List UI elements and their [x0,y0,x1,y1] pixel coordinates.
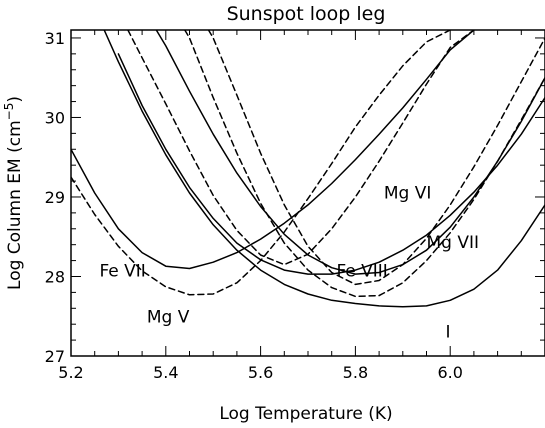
curve-layer [71,30,545,308]
chart-title: Sunspot loop leg [227,3,386,25]
curve-annotation-6: I [445,323,450,343]
solid-curve-1 [71,30,475,270]
x-axis-label: Log Temperature (K) [219,404,392,424]
dashed-curve-8 [207,30,545,286]
curve-annotation-1: Fe VII [99,261,145,281]
x-tick-label: 5.6 [248,363,273,382]
curve-annotation-4: Mg VI [384,184,432,204]
curve-annotation-5: Mg VII [427,233,480,253]
x-tick-label: 5.8 [343,363,368,382]
annotation-layer: Fe VII Mg V Fe VIII Mg VI Mg VII I [99,184,479,343]
curve-annotation-3: Fe VIII [336,261,387,281]
y-tick-label: 30 [45,108,65,127]
y-axis-label-close: ) [5,96,25,103]
dashed-curve-5 [71,30,451,296]
y-axis-label-text: Log Column EM (cm [5,120,25,290]
x-tick-label: 5.2 [58,363,83,382]
x-tick-label: 5.4 [153,363,178,382]
y-axis-label-exponent: −5 [2,103,16,121]
x-tick-label: 6.0 [437,363,462,382]
y-tick-label: 29 [45,188,65,207]
solid-curve-2 [117,53,545,275]
y-tick-label: 28 [45,267,65,286]
y-tick-label: 27 [45,347,65,366]
y-axis-label: Log Column EM (cm−5) [2,96,25,290]
y-tick-label: 31 [45,29,65,48]
curve-annotation-2: Mg V [147,308,190,328]
dashed-curve-7 [184,30,545,298]
axes-layer: 5.2 5.4 5.6 5.8 6.0 27 28 29 30 31 [45,29,545,382]
dashed-curve-6 [127,30,475,266]
solid-curve-3 [103,30,545,308]
solid-curve-4 [155,30,545,275]
